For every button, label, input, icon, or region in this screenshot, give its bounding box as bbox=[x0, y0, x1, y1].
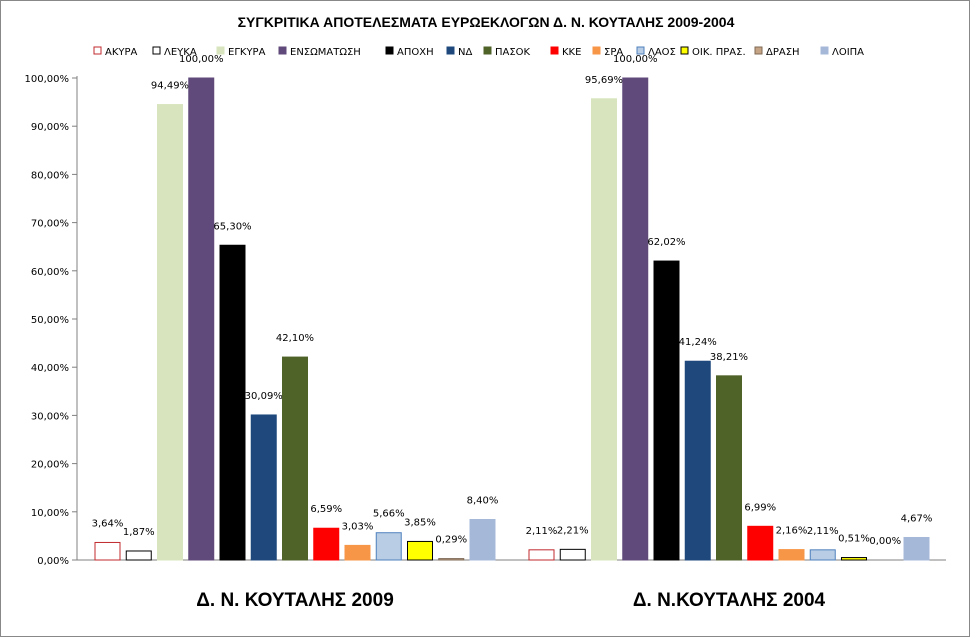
data-label: 95,69% bbox=[585, 75, 623, 86]
bar bbox=[559, 548, 586, 561]
legend-label: ΔΡΑΣΗ bbox=[766, 47, 800, 58]
data-label: 38,21% bbox=[710, 352, 748, 363]
y-tick-label: 100,00% bbox=[25, 74, 70, 85]
bar bbox=[188, 77, 215, 561]
bar bbox=[622, 77, 649, 561]
y-tick-label: 0,00% bbox=[37, 556, 69, 567]
bar bbox=[841, 557, 867, 561]
bar bbox=[250, 414, 277, 561]
bar bbox=[157, 104, 183, 561]
bar bbox=[219, 244, 246, 561]
legend-swatch bbox=[483, 46, 492, 55]
legend-label: ΑΠΟΧΗ bbox=[397, 47, 434, 58]
bar bbox=[684, 360, 711, 561]
bar bbox=[407, 540, 433, 561]
data-label: 0,51% bbox=[838, 534, 870, 545]
y-tick-label: 80,00% bbox=[31, 170, 69, 181]
legend-swatch bbox=[680, 46, 689, 55]
y-tick-label: 10,00% bbox=[31, 508, 69, 519]
data-label: 0,29% bbox=[435, 535, 467, 546]
legend-label: ΕΓΚΥΡΑ bbox=[228, 47, 266, 58]
bar bbox=[591, 98, 617, 561]
legend-label: ΣΡΑ bbox=[604, 47, 623, 58]
data-label: 6,99% bbox=[744, 502, 776, 513]
data-label: 30,09% bbox=[245, 391, 283, 402]
data-label: 0,00% bbox=[869, 536, 901, 547]
legend-swatch bbox=[636, 46, 645, 55]
data-label: 65,30% bbox=[213, 221, 251, 232]
legend-label: ΛΟΙΠΑ bbox=[832, 47, 864, 58]
bar bbox=[125, 550, 152, 561]
y-tick-label: 70,00% bbox=[31, 219, 69, 230]
legend-swatch bbox=[592, 46, 601, 55]
data-label: 1,87% bbox=[123, 527, 155, 538]
y-tick-label: 60,00% bbox=[31, 267, 69, 278]
data-label: 42,10% bbox=[276, 333, 314, 344]
legend-swatch bbox=[754, 46, 763, 55]
category-label: Δ. Ν. ΚΟΥΤΑΛΗΣ 2009 bbox=[196, 590, 394, 611]
legend-swatch bbox=[278, 46, 287, 55]
data-label: 62,02% bbox=[647, 237, 685, 248]
legend-label: ΑΚΥΡΑ bbox=[105, 47, 138, 58]
bar bbox=[528, 549, 555, 561]
bar bbox=[716, 375, 742, 561]
legend-label: ΚΚΕ bbox=[562, 47, 581, 58]
legend-swatch bbox=[550, 46, 559, 55]
data-label: 3,64% bbox=[92, 518, 124, 529]
data-label: 100,00% bbox=[613, 54, 658, 65]
bar bbox=[438, 558, 465, 561]
y-tick-label: 40,00% bbox=[31, 363, 69, 374]
y-tick-label: 90,00% bbox=[31, 122, 69, 133]
data-label: 2,21% bbox=[557, 525, 589, 536]
bar bbox=[747, 525, 774, 561]
legend-swatch bbox=[446, 46, 455, 55]
data-label: 2,16% bbox=[776, 526, 808, 537]
bar bbox=[809, 549, 836, 561]
data-label: 2,11% bbox=[526, 526, 558, 537]
category-labels: Δ. Ν. ΚΟΥΤΑΛΗΣ 2009 Δ. Ν.ΚΟΥΤΑΛΗΣ 2004 bbox=[196, 590, 825, 611]
data-label: 2,11% bbox=[807, 526, 839, 537]
legend-label: ΛΑΟΣ bbox=[648, 47, 676, 58]
legend-label: ΝΔ bbox=[458, 47, 472, 58]
legend-label: ΕΝΣΩΜΑΤΩΣΗ bbox=[290, 47, 361, 58]
legend-swatch bbox=[152, 46, 161, 55]
bar bbox=[653, 260, 680, 561]
bar bbox=[778, 549, 805, 561]
legend-label: ΠΑΣΟΚ bbox=[495, 47, 531, 58]
bar bbox=[313, 527, 340, 561]
y-tick-label: 50,00% bbox=[31, 315, 69, 326]
data-label: 6,59% bbox=[310, 504, 342, 515]
legend-swatch bbox=[216, 46, 225, 55]
bar bbox=[94, 541, 121, 561]
bar bbox=[903, 536, 930, 561]
y-tick-label: 30,00% bbox=[31, 411, 69, 422]
data-label: 100,00% bbox=[179, 54, 224, 65]
data-label: 41,24% bbox=[679, 337, 717, 348]
chart-title: ΣΥΓΚΡΙΤΙΚΑ ΑΠΟΤΕΛΕΣΜΑΤΑ ΕΥΡΩΕΚΛΟΓΩΝ Δ. Ν… bbox=[238, 14, 735, 30]
legend-swatch bbox=[385, 46, 394, 55]
legend-label: ΟΙΚ. ΠΡΑΣ. bbox=[692, 47, 746, 58]
bar bbox=[375, 532, 402, 561]
data-label: 94,49% bbox=[151, 81, 189, 92]
data-label: 8,40% bbox=[467, 496, 499, 507]
data-label: 4,67% bbox=[901, 513, 933, 524]
legend-swatch bbox=[93, 46, 102, 55]
data-label: 3,85% bbox=[404, 517, 436, 528]
bars: 3,64%1,87% 94,49% 100,00% 65,30% 30,09% 42,10… bbox=[92, 54, 933, 561]
legend-label: ΛΕΥΚΑ bbox=[164, 47, 197, 58]
y-tick-label: 20,00% bbox=[31, 460, 69, 471]
bar bbox=[282, 356, 308, 561]
bar bbox=[469, 519, 496, 561]
data-label: 3,03% bbox=[342, 521, 374, 532]
legend-swatch bbox=[820, 46, 829, 55]
data-label: 5,66% bbox=[373, 509, 405, 520]
legend: ΑΚΥΡΑ ΛΕΥΚΑ ΕΓΚΥΡΑ ΕΝΣΩΜΑΤΩΣΗ ΑΠΟΧΗ ΝΔ ΠΑΣΟΚ ΚΚ… bbox=[93, 46, 864, 58]
bar bbox=[344, 544, 371, 561]
category-label: Δ. Ν.ΚΟΥΤΑΛΗΣ 2004 bbox=[633, 590, 826, 611]
